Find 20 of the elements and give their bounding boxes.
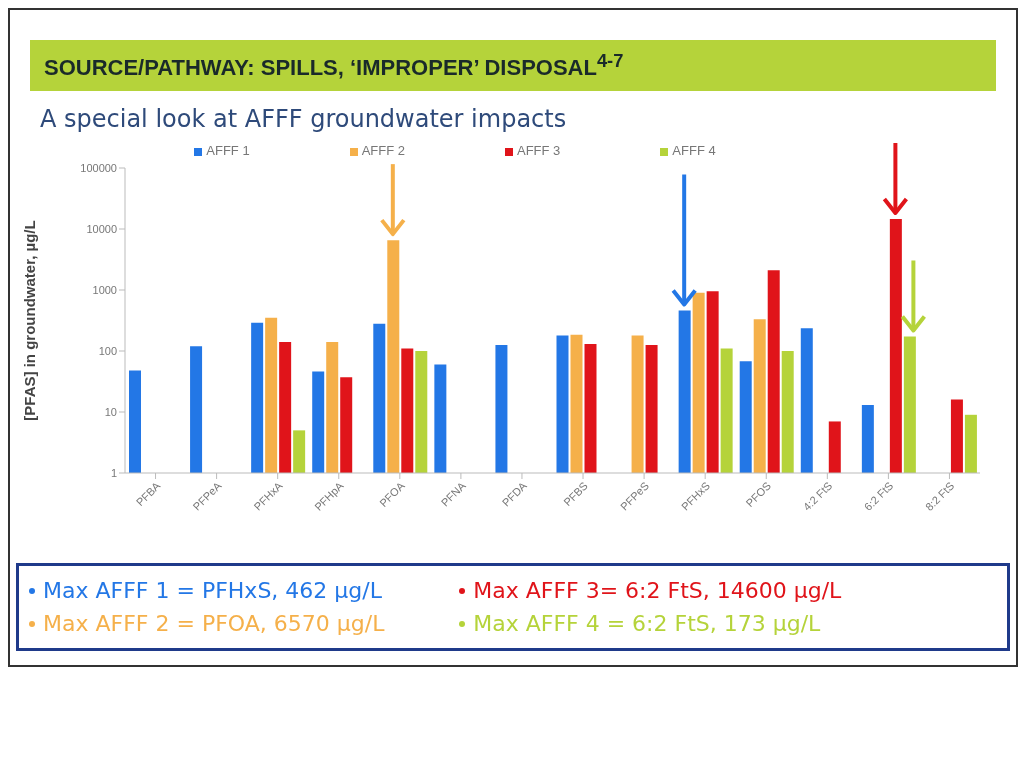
legend-label: AFFF 2 [361,143,405,159]
x-tick-label: 8:2 FtS [922,479,957,514]
y-tick-label: 1000 [92,284,117,297]
text: Max AFFF 3= 6:2 FtS, 14600 µg/L [473,578,842,604]
y-tick-label: 100000 [80,162,117,175]
y-tick-label: 10 [104,406,117,419]
y-axis-title: [PFAS] in groundwater, µg/L [21,220,39,421]
text: Max AFFF 1 = PFHxS, 462 µg/L [43,578,382,604]
x-tick-label: 6:2 FtS [861,479,896,514]
legend-label: AFFF 4 [672,143,716,159]
y-tick-label: 100 [98,345,117,358]
y-tick-label: 10000 [86,223,117,236]
text: Max AFFF 4 = 6:2 FtS, 173 µg/L [473,611,821,637]
x-tick-label: 4:2 FtS [800,479,835,514]
chart-subtitle: A special look at AFFF groundwater impacts [40,105,568,134]
text: Max AFFF 2 = PFOA, 6570 µg/L [43,611,385,637]
legend-label: AFFF 1 [206,143,250,159]
y-tick-label: 1 [110,467,117,480]
chart-title: SOURCE/PATHWAY: SPILLS, ‘IMPROPER’ DISPOSAL$^{4-7}$ [30,40,996,92]
legend-label: AFFF 3 [517,143,561,159]
